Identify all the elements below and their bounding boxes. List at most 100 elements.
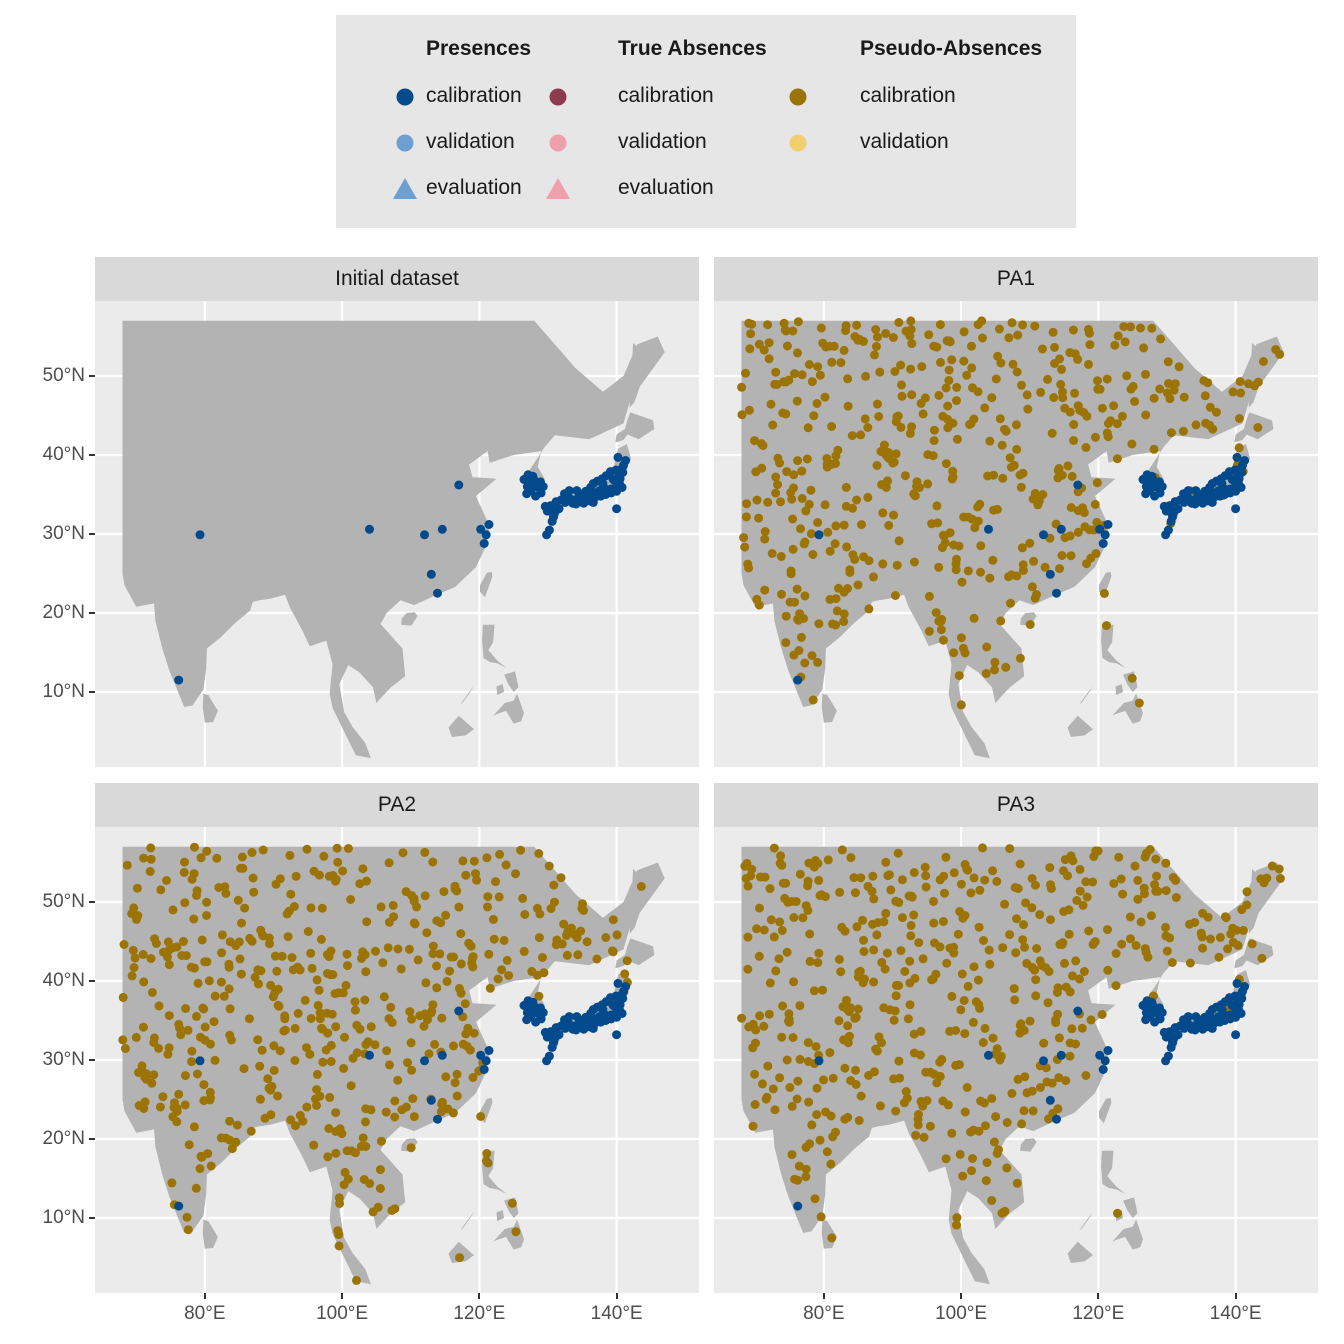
- pseudo-absence-point: [771, 367, 781, 377]
- presence-point: [526, 486, 536, 496]
- pseudo-absence-point: [993, 351, 1003, 361]
- pseudo-absence-point: [489, 934, 499, 944]
- pseudo-absence-point: [896, 360, 906, 370]
- pseudo-absence-point: [776, 851, 786, 861]
- pseudo-absence-point: [192, 1011, 201, 1021]
- pseudo-absence-point: [1102, 374, 1112, 384]
- presence-point: [588, 497, 598, 507]
- pseudo-absence-point: [1019, 920, 1028, 930]
- presence-point: [1170, 497, 1180, 507]
- pseudo-absence-point: [825, 1048, 835, 1058]
- presence-point: [576, 1016, 586, 1025]
- pseudo-absence-point: [878, 559, 888, 569]
- pseudo-absence-point: [869, 977, 879, 987]
- pseudo-absence-point: [960, 648, 970, 658]
- pseudo-absence-point: [936, 625, 946, 635]
- pseudo-absence-point: [146, 954, 156, 963]
- pseudo-absence-point: [280, 1011, 290, 1021]
- pseudo-absence-point: [454, 902, 464, 912]
- pseudo-absence-point: [901, 1087, 911, 1096]
- pseudo-absence-point: [1091, 846, 1101, 856]
- pseudo-absence-point: [340, 1032, 349, 1042]
- pseudo-absence-point: [823, 527, 833, 537]
- presence-point: [481, 530, 491, 540]
- pseudo-absence-point: [346, 1081, 356, 1091]
- pseudo-absence-point: [1043, 374, 1053, 384]
- pseudo-absence-point: [134, 1068, 143, 1077]
- presence-point: [612, 1030, 622, 1040]
- pseudo-absence-point: [985, 959, 995, 969]
- pseudo-absence-point: [1022, 1088, 1032, 1098]
- pseudo-absence-point: [957, 969, 967, 979]
- pseudo-absence-point: [1092, 517, 1102, 527]
- pseudo-absence-point: [1150, 880, 1160, 890]
- presence-point: [1195, 1016, 1205, 1025]
- land-island: [493, 1219, 524, 1250]
- pseudo-absence-point: [804, 360, 814, 369]
- pseudo-absence-point: [781, 878, 791, 888]
- pseudo-absence-point: [962, 864, 972, 874]
- legend-key-0-2: [393, 178, 417, 199]
- pseudo-absence-point: [792, 396, 802, 406]
- presence-point: [1181, 1020, 1191, 1030]
- pseudo-absence-point: [577, 904, 587, 913]
- pseudo-absence-point: [1015, 1021, 1025, 1031]
- pseudo-absence-point: [803, 905, 813, 915]
- pseudo-absence-point: [869, 945, 879, 955]
- pseudo-absence-point: [872, 930, 882, 940]
- pseudo-absence-point: [622, 956, 632, 966]
- presence-point: [588, 1023, 598, 1033]
- pseudo-absence-point: [497, 965, 507, 975]
- pseudo-absence-point: [387, 1018, 397, 1027]
- presence-point: [1103, 1046, 1113, 1055]
- pseudo-absence-point: [869, 572, 878, 582]
- presence-point: [581, 495, 591, 505]
- pseudo-absence-point: [781, 638, 791, 648]
- pseudo-absence-point: [875, 367, 885, 377]
- pseudo-absence-point: [1174, 362, 1184, 372]
- pseudo-absence-point: [842, 995, 851, 1005]
- land-island: [821, 693, 837, 723]
- pseudo-absence-point: [826, 1111, 836, 1121]
- y-tick-label: 50°N: [42, 365, 85, 387]
- pseudo-absence-point: [330, 989, 340, 999]
- pseudo-absence-point: [1018, 566, 1028, 575]
- pseudo-absence-point: [1205, 420, 1215, 430]
- pseudo-absence-point: [420, 891, 430, 901]
- pseudo-absence-point: [132, 883, 142, 893]
- map-plot-area: [714, 301, 1318, 767]
- pseudo-absence-point: [1161, 858, 1171, 868]
- pseudo-absence-point: [912, 477, 922, 487]
- pseudo-absence-point: [769, 932, 779, 942]
- presence-point: [1100, 530, 1110, 540]
- presence-point: [1236, 1008, 1246, 1018]
- pseudo-absence-point: [878, 508, 888, 518]
- pseudo-absence-point: [225, 1004, 235, 1014]
- pseudo-absence-point: [199, 1080, 209, 1090]
- pseudo-absence-point: [1002, 1163, 1012, 1173]
- pseudo-absence-point: [929, 341, 939, 351]
- pseudo-absence-point: [1090, 499, 1100, 509]
- pseudo-absence-point: [257, 930, 267, 940]
- pseudo-absence-point: [884, 520, 894, 530]
- pseudo-absence-point: [300, 995, 310, 1005]
- pseudo-absence-point: [855, 334, 864, 344]
- land-island: [1067, 1241, 1093, 1263]
- pseudo-absence-point: [754, 600, 764, 610]
- pseudo-absence-point: [782, 1055, 792, 1065]
- pseudo-absence-point: [138, 950, 148, 959]
- y-tick-label: 20°N: [42, 601, 85, 623]
- pseudo-absence-point: [795, 609, 805, 619]
- pseudo-absence-point: [790, 369, 800, 379]
- legend-key-1-0: [549, 88, 567, 106]
- pseudo-absence-point: [923, 479, 933, 489]
- pseudo-absence-point: [234, 937, 244, 947]
- pseudo-absence-point: [1005, 844, 1015, 854]
- pseudo-absence-point: [795, 1054, 805, 1064]
- land-island: [1112, 693, 1143, 724]
- pseudo-absence-point: [781, 409, 791, 419]
- presence-point: [984, 1050, 993, 1060]
- presence-point: [1231, 504, 1241, 514]
- pseudo-absence-point: [1141, 410, 1151, 420]
- pseudo-absence-point: [760, 585, 770, 595]
